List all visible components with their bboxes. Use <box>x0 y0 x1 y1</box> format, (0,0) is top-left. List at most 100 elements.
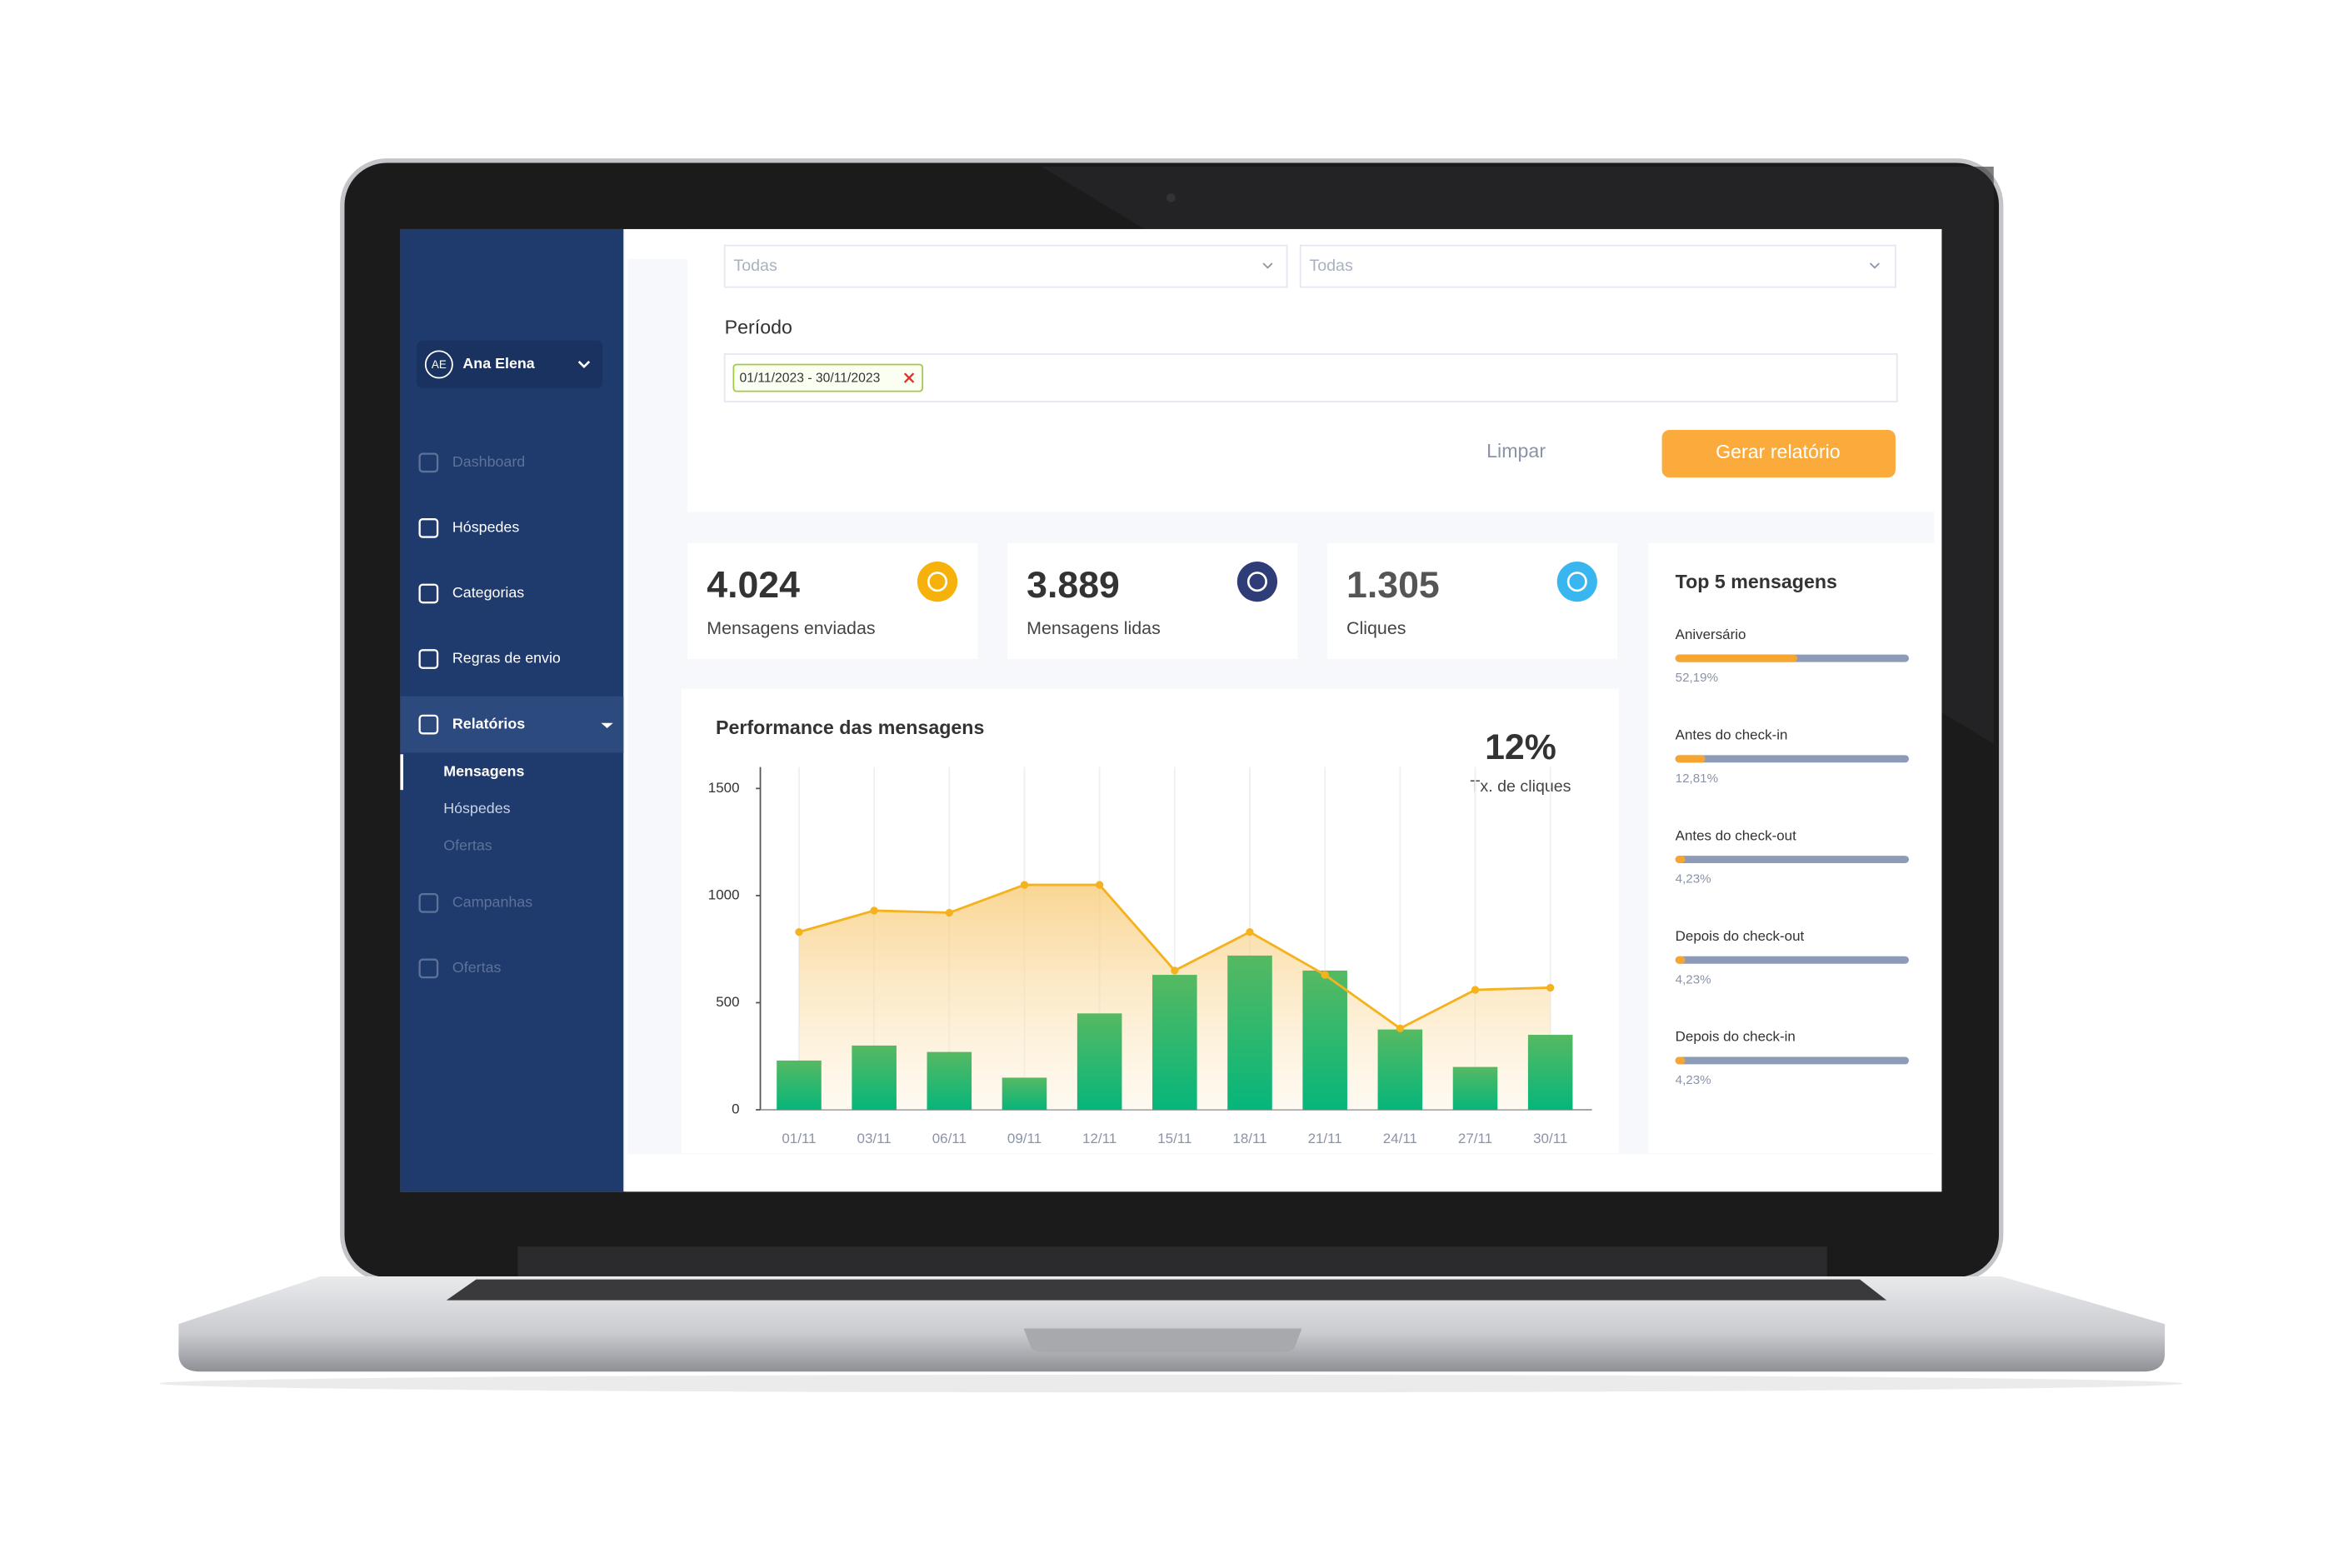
bar <box>1527 1035 1573 1111</box>
x-tick-label: 15/11 <box>1157 1131 1191 1146</box>
top5-value: 4,23% <box>1676 872 1711 886</box>
top5-name: Antes do check-in <box>1676 727 1788 743</box>
user-menu[interactable] <box>417 340 603 389</box>
nav-item[interactable]: Dashboard <box>452 453 525 470</box>
x-tick-label: 21/11 <box>1308 1131 1342 1146</box>
x-tick-label: 12/11 <box>1082 1131 1117 1146</box>
top5-name: Depois do check-in <box>1676 1029 1796 1045</box>
kpi-icon <box>1556 562 1597 602</box>
kpi-icon <box>917 562 958 602</box>
progress-bar <box>1675 856 1686 863</box>
top5-value: 4,23% <box>1676 1073 1711 1087</box>
nav-icon <box>418 958 439 979</box>
nav-item[interactable]: Campanhas <box>452 894 532 911</box>
kpi-label: Mensagens enviadas <box>707 618 875 638</box>
x-tick-label: 06/11 <box>932 1131 967 1146</box>
kpi-value: 4.024 <box>707 565 800 606</box>
top5-name: Antes do check-out <box>1676 827 1796 843</box>
date-chip <box>732 363 924 392</box>
avatar <box>424 350 453 379</box>
nav-icon <box>418 649 439 669</box>
annotation-value: 12% <box>1485 727 1556 767</box>
line-point <box>1246 927 1254 936</box>
kpi-icon-glyph <box>927 572 948 592</box>
submit-label: Gerar relatório <box>1716 441 1841 462</box>
kpi-value: 1.305 <box>1346 565 1440 606</box>
chevron <box>601 722 613 729</box>
line-point <box>1546 983 1555 992</box>
y-tick-label: 500 <box>716 994 739 1010</box>
x-tick-label: 24/11 <box>1383 1131 1417 1146</box>
top5-list: Aniversário 52,19% Antes do check-in 12,81%… <box>1675 627 1910 1087</box>
progress-bar <box>1675 755 1706 763</box>
top5-value: 12,81% <box>1676 772 1718 786</box>
nav-icon <box>418 892 439 913</box>
x-tick-label: 30/11 <box>1533 1131 1567 1146</box>
kpi-icon <box>1236 562 1278 602</box>
bar <box>1377 1029 1423 1111</box>
nav-item[interactable]: Categorias <box>452 584 524 601</box>
submit-button[interactable] <box>1661 430 1896 478</box>
x-tick-label: 01/11 <box>782 1131 816 1146</box>
kpi-label: Mensagens lidas <box>1027 618 1161 638</box>
keyboard-edge <box>446 1279 1887 1301</box>
x-tick-label: 03/11 <box>857 1131 892 1146</box>
user-name: Ana Elena <box>462 355 535 372</box>
kpi-value: 3.889 <box>1027 565 1120 606</box>
nav-icon <box>418 518 439 538</box>
bar <box>1152 975 1197 1111</box>
top5-name: Depois do check-out <box>1676 928 1805 944</box>
camera <box>1166 193 1176 202</box>
nav-item[interactable]: Ofertas <box>452 959 502 976</box>
line-point <box>1096 881 1104 889</box>
kpis: 4.024 Mensagens enviadas 3.889 Mensagens li… <box>687 542 1618 660</box>
progress-track <box>1675 856 1910 863</box>
nav-icon <box>418 452 439 473</box>
line-point <box>945 908 953 917</box>
top5-name: Aniversário <box>1676 627 1746 642</box>
progress-track <box>1675 1056 1910 1065</box>
submenu-item[interactable]: Hóspedes <box>443 800 510 816</box>
chevron <box>1869 262 1880 269</box>
select[interactable] <box>723 244 1288 288</box>
top5-value: 4,23% <box>1676 972 1711 986</box>
kpi-card <box>687 542 978 660</box>
line-point <box>870 906 878 915</box>
nav-item[interactable]: Regras de envio <box>452 650 561 667</box>
shadow <box>159 1374 2183 1393</box>
kpi-card <box>1326 542 1618 660</box>
nav-icon <box>418 583 439 604</box>
y-tick-label: 0 <box>732 1101 739 1117</box>
notch <box>1023 1328 1302 1353</box>
chart-title: Performance das mensagens <box>716 717 984 738</box>
nav-item[interactable]: Hóspedes <box>452 519 519 536</box>
navigation: Dashboard Hóspedes Categorias Regras de env… <box>400 452 624 979</box>
field-label: Período <box>725 317 792 338</box>
submenu-item[interactable]: Ofertas <box>443 837 492 854</box>
nav-item[interactable]: Relatórios <box>452 715 525 732</box>
progress-bar <box>1675 1056 1686 1065</box>
progress-track <box>1675 956 1910 964</box>
y-tick-label: 1000 <box>708 886 740 902</box>
x-tick-label: 18/11 <box>1232 1131 1266 1146</box>
submenu-item[interactable]: Mensagens <box>443 762 524 779</box>
user-initials: AE <box>432 358 447 371</box>
x-tick-label: 09/11 <box>1007 1131 1042 1146</box>
line-point <box>1321 971 1329 979</box>
date-chip-text: 01/11/2023 - 30/11/2023 <box>740 372 881 386</box>
select-value: Todas <box>733 257 777 275</box>
bar <box>1002 1077 1047 1111</box>
kpi-icon-glyph <box>1246 572 1267 592</box>
top5-title: Top 5 mensagens <box>1676 571 1837 592</box>
clear-button[interactable]: Limpar <box>1486 440 1546 462</box>
select[interactable] <box>1299 244 1896 288</box>
kpi-label: Cliques <box>1346 618 1406 638</box>
bar <box>1227 955 1272 1111</box>
bar <box>1452 1066 1498 1111</box>
active-indicator <box>400 754 403 791</box>
progress-bar <box>1675 654 1797 662</box>
remove-chip[interactable] <box>903 372 915 383</box>
select-value: Todas <box>1309 257 1353 275</box>
